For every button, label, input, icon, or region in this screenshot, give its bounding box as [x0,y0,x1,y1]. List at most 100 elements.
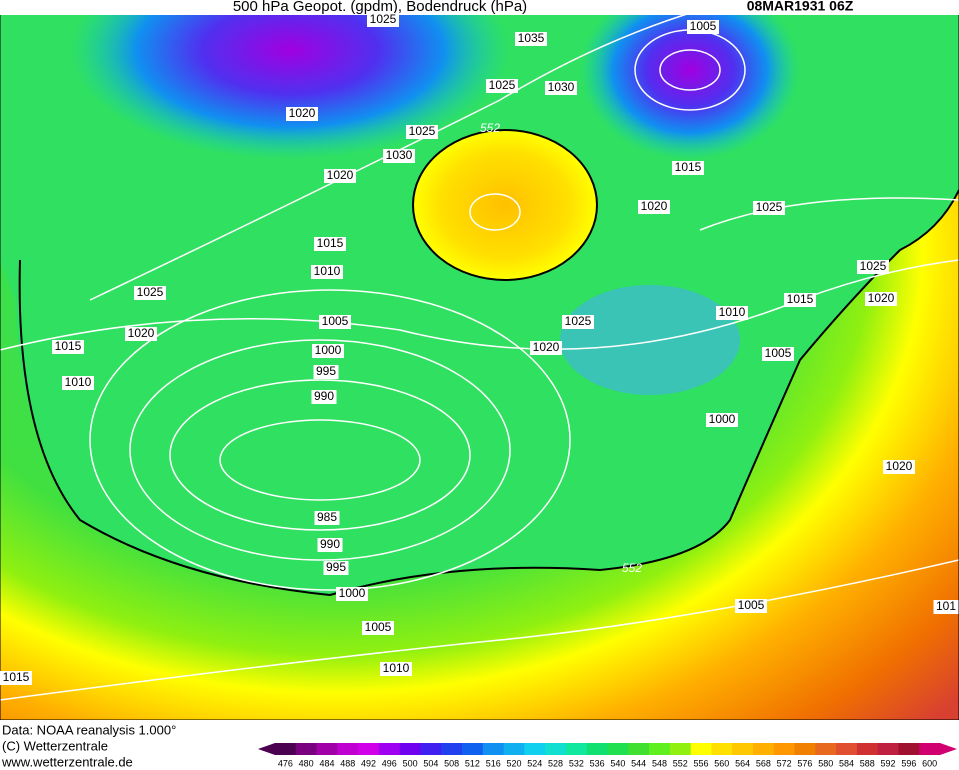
colorbar-swatch [628,743,650,755]
isobar-label: 1000 [339,586,366,600]
isobar-label-box [545,81,577,95]
colorbar-tick-label: 520 [506,758,521,768]
isobar-label: 1005 [738,598,765,612]
isobar-label: 1025 [137,285,164,299]
isobar-label: 995 [316,364,336,378]
colorbar: 476 480 484 488 492 496 500 504 508 512 516 520 524 5… [258,743,957,768]
colorbar-swatch [856,743,879,755]
colorbar-tick-label: 480 [299,758,314,768]
isobar-label: 1005 [690,19,717,33]
colorbar-swatch [441,743,463,755]
isobar-label-box [530,341,562,355]
colorbar-tick-label: 516 [486,758,501,768]
colorbar-tick-label: 508 [444,758,459,768]
footer-line: (C) Wetterzentrale [2,738,108,753]
colorbar-tick-label: 476 [278,758,293,768]
isobar-label: 1010 [65,375,92,389]
colorbar-tick-label: 544 [631,758,646,768]
isobar-label: 1020 [868,291,895,305]
colorbar-swatch [420,743,442,755]
isobar-label-box [753,201,785,215]
isobar-label: 1020 [533,340,560,354]
isobar-label-box [125,327,157,341]
title: 500 hPa Geopot. (gpdm), Bodendruck (hPa) [233,0,527,15]
geopot-label: 552 [480,121,500,135]
isobar-label: 985 [317,510,337,524]
isobar-label-box [486,79,518,93]
isobar-label: 1010 [314,264,341,278]
map [0,0,959,721]
colorbar-swatch [295,743,318,755]
isobar-label-box [313,365,339,379]
colorbar-tick-label: 492 [361,758,376,768]
isobar-label: 101 [936,599,956,613]
colorbar-swatch [586,743,608,755]
isobar-label-box [562,315,594,329]
isobar-label-box [687,20,719,34]
isobar-label: 1015 [3,670,30,684]
colorbar-swatch [399,743,421,755]
isobar-label-box [515,32,547,46]
colorbar-tick-label: 532 [569,758,584,768]
colorbar-swatch [711,743,733,755]
isobar-label-box [286,107,318,121]
isobar-label: 1025 [565,314,592,328]
isobar-label: 995 [326,560,346,574]
isobar-label-box [0,671,32,685]
isobar-label-box [312,344,344,358]
isobars [0,9,959,701]
isobar-label-box [716,306,748,320]
colorbar-swatch [316,743,338,755]
isobar-label-box [672,161,704,175]
isobar-label-box [323,561,349,575]
isobar-label: 1020 [128,326,155,340]
colorbar-tick-label: 512 [465,758,480,768]
colorbar-tick-label: 500 [403,758,418,768]
isobar-label-box [317,538,343,552]
isobar-label: 1000 [315,343,342,357]
colorbar-tick-label: 584 [839,758,854,768]
isobar-label-box [52,340,84,354]
isobar-label-box [865,292,897,306]
isobar-label-box [380,662,412,676]
colorbar-swatch [565,743,588,755]
isobar-label: 1025 [860,259,887,273]
colorbar-swatch [794,743,816,755]
footer-line: www.wetterzentrale.de [1,754,133,769]
colorbar-tick-label: 596 [901,758,916,768]
isobar-label: 1025 [370,12,397,26]
colorbar-tick-label: 572 [777,758,792,768]
colorbar-tick-label: 504 [423,758,438,768]
low-geopot-region [560,285,740,395]
colorbar-tick-label: 548 [652,758,667,768]
colorbar-tick-label: 496 [382,758,397,768]
isobar-label: 1015 [317,236,344,250]
low-geopot-region [70,0,510,160]
isobar-label-box [319,315,351,329]
colorbar-swatch [524,743,546,755]
isobar-label: 1020 [289,106,316,120]
isobar-label: 1005 [765,346,792,360]
colorbar-swatch [607,743,629,755]
colorbar-swatch [462,743,484,755]
isobar-label-box [314,511,340,525]
colorbar-tick-label: 576 [797,758,812,768]
colorbar-tick-label: 588 [860,758,875,768]
colorbar-swatch [275,743,297,755]
colorbar-swatch [358,743,380,755]
colorbar-arrow [940,743,957,755]
isobar-label-box [383,149,415,163]
isobar-label: 1005 [365,620,392,634]
colorbar-tick-label: 592 [881,758,896,768]
colorbar-arrow [258,743,275,755]
isobar-label-box [735,599,767,613]
isobar-label: 1025 [756,200,783,214]
isobar-label: 1015 [55,339,82,353]
isobar-label-box [857,260,889,274]
colorbar-tick-label: 552 [673,758,688,768]
isobar-label: 1025 [489,78,516,92]
isobar-label: 1020 [886,459,913,473]
low-geopot-region [580,0,800,160]
isobar-label-box [324,169,356,183]
